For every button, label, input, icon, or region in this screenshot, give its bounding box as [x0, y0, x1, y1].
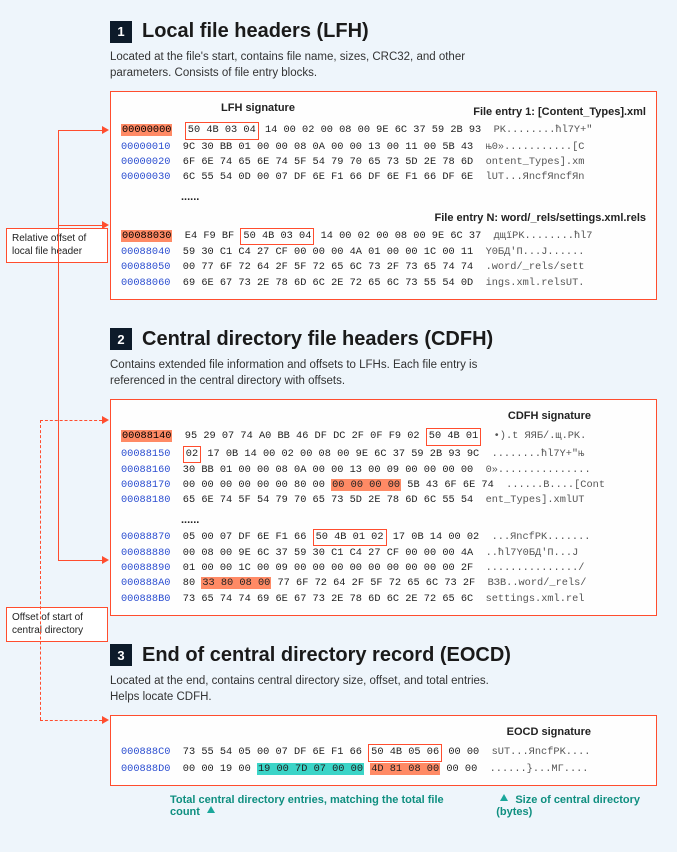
- title-eocd: End of central directory record (EOCD): [142, 644, 511, 667]
- hex-row: 000888A0 80 33 80 08 00 77 6F 72 64 2F 5…: [121, 576, 646, 591]
- sig-label-eocd: EOCD signature: [121, 724, 646, 740]
- connector-lfh-h3: [58, 560, 102, 561]
- eocd-callouts: Total central directory entries, matchin…: [110, 794, 657, 818]
- hex-row: 00000020 6F 6E 74 65 6E 74 5F 54 79 70 6…: [121, 155, 646, 170]
- connector-lfh-h2: [58, 225, 102, 226]
- connector-lfh-h1: [58, 130, 102, 131]
- hex-row: 00000030 6C 55 54 0D 00 07 DF 6E F1 66 D…: [121, 170, 646, 185]
- section-cdfh: 2 Central directory file headers (CDFH) …: [110, 328, 657, 616]
- title-cdfh: Central directory file headers (CDFH): [142, 328, 493, 351]
- hex-panel-cdfh: CDFH signature 00088140 95 29 07 74 A0 BB…: [110, 399, 657, 616]
- hex-row: 00088170 00 00 00 00 00 00 80 00 00 00 0…: [121, 478, 646, 493]
- hex-row: 00088050 00 77 6F 72 64 2F 5F 72 65 6C 7…: [121, 260, 646, 275]
- hex-row: 00088180 65 6E 74 5F 54 79 70 65 73 5D 2…: [121, 493, 646, 508]
- hex-row: 00088140 95 29 07 74 A0 BB 46 DF DC 2F 0…: [121, 428, 646, 445]
- connector-cd-h2: [40, 720, 102, 721]
- hex-panel-eocd: EOCD signature 000888C0 73 55 54 05 00 07…: [110, 715, 657, 786]
- sig-label: LFH signature: [121, 100, 295, 118]
- desc-cdfh: Contains extended file information and o…: [110, 357, 490, 389]
- arrow-down-icon-2: [500, 794, 508, 801]
- callout-size: Size of central directory (bytes): [496, 794, 657, 818]
- hex-row: 00088030 E4 F9 BF 50 4B 03 04 14 00 02 0…: [121, 228, 646, 245]
- side-label-lfh-offset: Relative offset of local file header: [6, 228, 108, 263]
- connector-cd-vline: [40, 420, 41, 720]
- desc-eocd: Located at the end, contains central dir…: [110, 673, 490, 705]
- heading-lfh: 1 Local file headers (LFH): [110, 20, 657, 43]
- hex-row: 000888D0 00 00 19 00 19 00 7D 07 00 00 4…: [121, 762, 646, 777]
- arrowhead-3: [102, 556, 109, 564]
- hex-row: 00088160 30 BB 01 00 00 08 0A 00 00 13 0…: [121, 463, 646, 478]
- arrowhead-cd-1: [102, 416, 109, 424]
- hex-row: 00000010 9C 30 BB 01 00 00 08 0A 00 00 1…: [121, 140, 646, 155]
- arrow-down-icon: [207, 806, 215, 813]
- badge-3: 3: [110, 644, 132, 666]
- badge-2: 2: [110, 328, 132, 350]
- section-eocd: 3 End of central directory record (EOCD)…: [110, 644, 657, 818]
- hex-panel-lfh: LFH signature File entry 1: [Content_Type…: [110, 91, 657, 300]
- entryN-label: File entry N: word/_rels/settings.xml.re…: [121, 210, 646, 226]
- hex-row: 00088150 02 17 0B 14 00 02 00 08 00 9E 6…: [121, 446, 646, 463]
- arrowhead-2: [102, 221, 109, 229]
- heading-cdfh: 2 Central directory file headers (CDFH): [110, 328, 657, 351]
- hex-row: 000888C0 73 55 54 05 00 07 DF 6E F1 66 5…: [121, 744, 646, 761]
- connector-lfh-vline: [58, 130, 59, 560]
- hex-row: 00088040 59 30 C1 C4 27 CF 00 00 00 4A 0…: [121, 245, 646, 260]
- badge-1: 1: [110, 21, 132, 43]
- entry1-label: File entry 1: [Content_Types].xml: [473, 104, 646, 120]
- heading-eocd: 3 End of central directory record (EOCD): [110, 644, 657, 667]
- hex-row: 00088890 01 00 00 1C 00 09 00 00 00 00 0…: [121, 561, 646, 576]
- ellipsis-2: ......: [121, 508, 646, 528]
- title-lfh: Local file headers (LFH): [142, 20, 369, 43]
- hex-row: 00088060 69 6E 67 73 2E 78 6D 6C 2E 72 6…: [121, 276, 646, 291]
- connector-cd-h1: [40, 420, 102, 421]
- hex-row: 00088870 05 00 07 DF 6E F1 66 50 4B 01 0…: [121, 529, 646, 546]
- callout-total-entries: Total central directory entries, matchin…: [170, 794, 456, 818]
- hex-row: 00088880 00 08 00 9E 6C 37 59 30 C1 C4 2…: [121, 546, 646, 561]
- sig-label-cdfh: CDFH signature: [121, 408, 646, 424]
- hex-row: 000888B0 73 65 74 74 69 6E 67 73 2E 78 6…: [121, 592, 646, 607]
- desc-lfh: Located at the file's start, contains fi…: [110, 49, 490, 81]
- hex-row: 00000000 50 4B 03 04 14 00 02 00 08 00 9…: [121, 122, 646, 139]
- section-lfh: 1 Local file headers (LFH) Located at th…: [110, 20, 657, 300]
- arrowhead-cd-2: [102, 716, 109, 724]
- ellipsis: ......: [121, 185, 646, 205]
- side-label-cd-offset: Offset of start of central directory: [6, 607, 108, 642]
- arrowhead-1: [102, 126, 109, 134]
